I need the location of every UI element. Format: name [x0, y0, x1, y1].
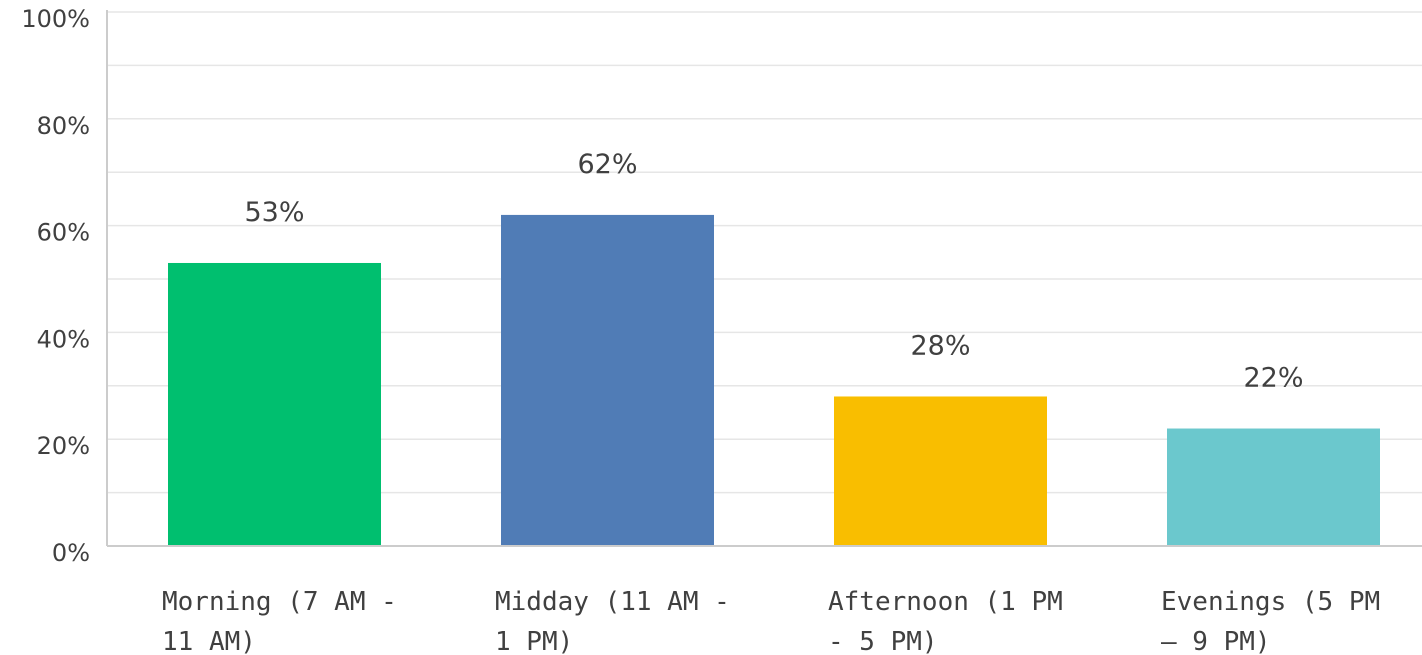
- y-axis-tick-labels: 0% 20% 40% 60% 80% 100%: [21, 5, 90, 567]
- category-label: 11 AM): [162, 627, 256, 655]
- category-label: Midday (11 AM -: [495, 587, 730, 617]
- y-tick-label: 20%: [37, 432, 90, 460]
- category-label: Evenings (5 PM: [1161, 587, 1380, 617]
- bar[interactable]: [834, 396, 1047, 546]
- category-label: - 5 PM): [828, 627, 938, 655]
- y-tick-label: 80%: [37, 112, 90, 140]
- category-label: – 9 PM): [1161, 627, 1271, 655]
- y-tick-label: 0%: [52, 539, 90, 567]
- bar-value-label: 53%: [244, 197, 304, 228]
- bar-value-label: 62%: [577, 149, 637, 180]
- bar-value-label: 22%: [1243, 363, 1303, 394]
- y-tick-label: 60%: [37, 219, 90, 247]
- y-tick-label: 40%: [37, 325, 90, 353]
- bar[interactable]: [1167, 428, 1380, 546]
- bar[interactable]: [501, 214, 714, 547]
- bars: [168, 214, 1380, 547]
- bar-value-label: 28%: [910, 330, 970, 361]
- value-labels: 53% 62% 28% 22%: [244, 149, 1303, 394]
- x-axis-category-labels: Morning (7 AM - 11 AM) Midday (11 AM - 1 PM…: [162, 587, 1380, 655]
- category-label: 1 PM): [495, 627, 573, 655]
- y-tick-label: 100%: [21, 5, 90, 33]
- bar[interactable]: [168, 262, 381, 546]
- category-label: Afternoon (1 PM: [828, 587, 1063, 617]
- category-label: Morning (7 AM -: [162, 587, 397, 617]
